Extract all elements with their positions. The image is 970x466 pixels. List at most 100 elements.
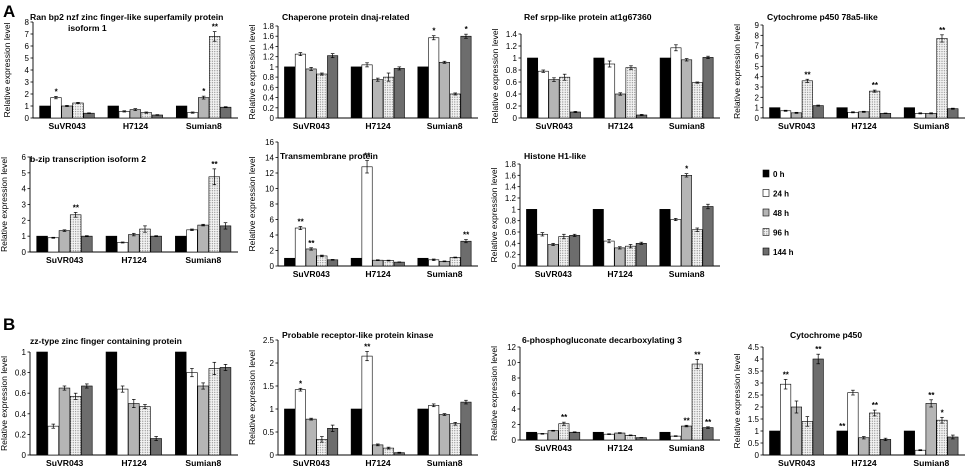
- chart-2-bar-sumian8-0-h: [417, 66, 429, 119]
- chart-1-y-tick-label: 2: [25, 90, 30, 99]
- chart-9-significance-mark: *: [299, 379, 303, 388]
- chart-6-bar-h7124-48-h: [372, 259, 384, 267]
- chart-10-bar-suvr043-96-h: [558, 423, 570, 441]
- chart-1-bar-sumian8-144-h: [220, 106, 232, 119]
- chart-9-bar-sumian8-24-h: [428, 405, 440, 456]
- chart-10-title: 6-phosphogluconate decarboxylating 3: [522, 335, 682, 345]
- chart-4-bar-sumian8-96-h: [936, 38, 948, 119]
- chart-10-category-label-h7124: H7124: [607, 443, 633, 453]
- chart-7-significance-mark: *: [685, 165, 689, 174]
- chart-11-cytochrome-p450: Cytochrome p450 Relative expression level…: [732, 330, 965, 466]
- chart-4-significance-mark: **: [939, 26, 946, 35]
- chart-8-y-tick-label: 0: [22, 451, 27, 460]
- chart-7-title: Histone H1-like: [524, 151, 586, 161]
- chart-11-y-tick-label: 4: [755, 355, 760, 364]
- chart-10-y-tick-label: 8: [512, 374, 517, 383]
- chart-5-bar-h7124-0-h: [105, 235, 118, 253]
- chart-5-bar-h7124-144-h: [150, 235, 162, 253]
- chart-4-bar-h7124-0-h: [836, 107, 848, 119]
- chart-5-bar-suvr043-48-h: [58, 230, 71, 253]
- chart-6-significance-mark: **: [297, 217, 304, 226]
- chart-2-bar-suvr043-24-h: [294, 53, 306, 119]
- chart-1-title: Ran bp2 nzf zinc finger-like superfamily…: [30, 12, 223, 33]
- chart-5-bar-sumian8-144-h: [219, 225, 232, 253]
- chart-10-y-tick-label: 4: [512, 405, 517, 414]
- chart-10-bar-h7124-24-h: [603, 433, 615, 441]
- chart-10-bar-suvr043-24-h: [536, 433, 548, 441]
- chart-3-ref-srpp-like-protein-at1g67360: Ref srpp-like protein at1g67360 Relative …: [490, 12, 720, 131]
- chart-3-y-tick-label: 0.8: [506, 66, 518, 75]
- chart-8-bar-h7124-144-h: [150, 438, 162, 456]
- chart-3-category-label-h7124: H7124: [608, 121, 634, 131]
- chart-5-bar-sumian8-24-h: [186, 229, 198, 253]
- chart-6-y-tick-label: 16: [265, 138, 274, 147]
- chart-11-bar-suvr043-24-h: [780, 383, 792, 456]
- chart-7-bar-sumian8-24-h: [670, 219, 682, 267]
- chart-8-bar-suvr043-0-h: [36, 351, 48, 456]
- chart-8-y-tick-label: 0.4: [15, 410, 27, 419]
- chart-4-y-tick-label: 4: [755, 73, 760, 82]
- chart-11-category-label-sumian8: Sumian8: [913, 458, 949, 466]
- chart-6-y-tick-label: 6: [270, 216, 275, 225]
- chart-2-category-label-sumian8: Sumian8: [427, 121, 463, 131]
- chart-11-significance-mark: **: [783, 370, 790, 379]
- legend-swatch-24-h: [762, 189, 770, 197]
- chart-4-y-tick-label: 1: [755, 104, 760, 113]
- chart-2-bar-suvr043-144-h: [327, 55, 339, 119]
- chart-9-y-tick-label: 1.5: [263, 382, 275, 391]
- chart-7-y-axis-label: Relative expression level: [489, 167, 499, 262]
- chart-4-y-axis-label: Relative expression level: [732, 24, 742, 119]
- chart-7-bar-suvr043-24-h: [536, 233, 548, 267]
- panel-letter-b: B: [3, 315, 15, 334]
- chart-1-bar-suvr043-96-h: [72, 102, 84, 119]
- chart-8-y-axis-label: Relative expression level: [0, 356, 9, 451]
- chart-2-title: Chaperone protein dnaj-related: [282, 12, 410, 22]
- chart-3-bar-h7124-0-h: [593, 57, 605, 119]
- legend-label-48-h: 48 h: [773, 209, 789, 218]
- chart-9-y-tick-label: 1: [270, 405, 275, 414]
- chart-10-6-phosphogluconate-decarboxylating-3: 6-phosphogluconate decarboxylating 3 Rela…: [489, 335, 720, 453]
- chart-9-bar-sumian8-0-h: [417, 408, 429, 456]
- chart-8-y-tick-label: 0.2: [15, 430, 27, 439]
- chart-7-bar-sumian8-144-h: [702, 206, 714, 267]
- chart-4-significance-mark: **: [804, 70, 811, 79]
- chart-3-bar-h7124-48-h: [614, 93, 626, 119]
- chart-4-y-tick-label: 9: [755, 21, 760, 30]
- chart-11-significance-mark: **: [872, 401, 879, 410]
- chart-8-zz-type-zinc-finger-containing-protein: zz-type zinc finger containing protein Re…: [0, 336, 238, 466]
- chart-4-category-label-sumian8: Sumian8: [913, 121, 949, 131]
- chart-6-bar-suvr043-0-h: [284, 257, 296, 267]
- chart-5-category-label-h7124: H7124: [121, 255, 147, 265]
- chart-5-y-tick-label: 0: [22, 248, 27, 257]
- chart-2-bar-sumian8-24-h: [428, 37, 440, 119]
- chart-7-y-tick-label: 0.8: [505, 217, 517, 226]
- chart-8-category-label-sumian8: Sumian8: [185, 458, 221, 466]
- chart-8-bar-sumian8-24-h: [186, 372, 198, 456]
- chart-9-y-tick-label: 2: [270, 359, 275, 368]
- chart-8-bar-h7124-48-h: [128, 403, 140, 456]
- chart-4-bar-h7124-48-h: [858, 111, 870, 119]
- chart-6-y-tick-label: 8: [270, 200, 275, 209]
- chart-7-bar-h7124-48-h: [614, 247, 626, 267]
- chart-10-significance-mark: **: [694, 350, 701, 359]
- legend-swatch-144-h: [762, 247, 770, 256]
- chart-4-title: Cytochrome p450 78a5-like: [767, 12, 878, 22]
- chart-10-y-tick-label: 6: [512, 390, 517, 399]
- chart-2-y-tick-label: 0.8: [263, 73, 275, 82]
- chart-1-bar-suvr043-0-h: [39, 105, 51, 119]
- chart-3-bar-sumian8-24-h: [670, 47, 682, 119]
- legend-label-24-h: 24 h: [773, 190, 789, 199]
- chart-5-bar-sumian8-96-h: [208, 176, 221, 253]
- chart-7-histone-h1-like: Histone H1-like Relative expression level…: [489, 151, 720, 279]
- chart-1-bar-h7124-0-h: [107, 105, 119, 119]
- chart-2-y-axis-label: Relative expression level: [247, 24, 257, 119]
- chart-8-y-tick-label: 0.8: [15, 369, 27, 378]
- chart-11-title: Cytochrome p450: [790, 330, 862, 340]
- chart-8-y-tick-label: 0.6: [15, 389, 27, 398]
- chart-7-y-tick-label: 0: [512, 262, 517, 271]
- chart-11-bar-h7124-96-h: [869, 412, 881, 456]
- chart-10-y-axis-label: Relative expression level: [489, 346, 499, 441]
- chart-1-bar-sumian8-96-h: [209, 36, 221, 119]
- chart-3-bar-suvr043-96-h: [559, 76, 571, 119]
- chart-4-category-label-suvr043: SuVR043: [778, 121, 815, 131]
